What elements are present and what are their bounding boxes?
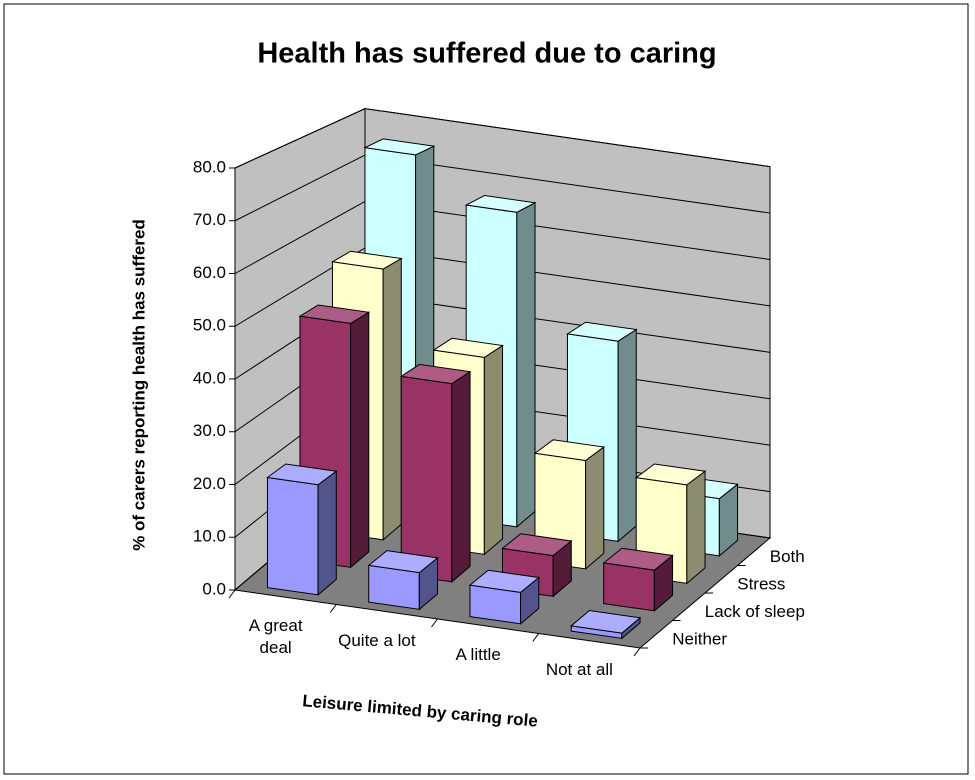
grid-line <box>234 108 366 169</box>
bar-top <box>501 533 573 557</box>
series-label: Neither <box>672 630 727 649</box>
bar <box>602 547 674 612</box>
bar-top <box>464 194 537 213</box>
series-label: Both <box>770 547 805 566</box>
bar-top <box>566 321 638 342</box>
bar-side <box>686 470 706 585</box>
x-tick <box>329 604 337 613</box>
bar-top <box>266 463 338 486</box>
y-tick-label: 30.0 <box>193 421 226 440</box>
series-label: Lack of sleep <box>705 602 805 621</box>
bar-side <box>382 257 402 541</box>
bar-side <box>617 328 637 543</box>
bar-side <box>317 470 337 596</box>
x-tick-label: Quite a lot <box>338 630 416 650</box>
series-label: Stress <box>737 575 785 594</box>
bar-front <box>400 375 453 583</box>
bar-top <box>634 463 707 486</box>
x-tick-label: A great deal <box>248 616 303 658</box>
x-tick <box>228 589 236 599</box>
bar <box>399 363 472 583</box>
bar-side <box>483 344 504 556</box>
x-tick <box>532 633 540 642</box>
bar <box>570 609 642 640</box>
bar-front <box>603 562 655 612</box>
bar-top <box>399 363 472 385</box>
x-tick <box>633 647 641 657</box>
bar-side <box>451 370 471 583</box>
x-tick-label: Not at all <box>545 659 613 679</box>
bar-top <box>330 250 403 270</box>
bar-top <box>533 439 606 462</box>
bar-top <box>367 550 439 574</box>
x-tick-label: A little <box>455 645 501 665</box>
chart-title: Health has suffered due to caring <box>257 38 716 70</box>
bar-top <box>432 337 504 358</box>
bar-top <box>363 138 436 156</box>
bar-front <box>266 476 319 596</box>
grid-line <box>234 154 366 222</box>
bar-top <box>468 569 540 593</box>
y-axis-title: % of carers reporting health has suffere… <box>129 219 148 551</box>
grid-line <box>364 108 771 168</box>
bar-side <box>516 201 536 528</box>
y-tick-label: 10.0 <box>193 527 226 546</box>
bar-top <box>298 304 371 324</box>
bar <box>501 533 573 598</box>
bar <box>468 569 540 625</box>
bar-top <box>602 547 674 571</box>
x-tick <box>431 618 438 628</box>
bar-side <box>350 311 370 569</box>
y-tick-label: 60.0 <box>193 263 226 282</box>
y-tick-label: 80.0 <box>193 157 226 176</box>
y-tick-label: 50.0 <box>193 316 226 335</box>
y-tick-label: 70.0 <box>193 210 226 229</box>
y-tick-label: 40.0 <box>193 368 226 387</box>
bar-side <box>585 446 605 570</box>
y-tick-label: 20.0 <box>193 474 226 493</box>
grid-line <box>234 201 366 274</box>
bar <box>367 550 439 611</box>
bar-top <box>570 609 642 634</box>
y-tick-label: 0.0 <box>202 579 226 598</box>
bar <box>266 463 338 596</box>
